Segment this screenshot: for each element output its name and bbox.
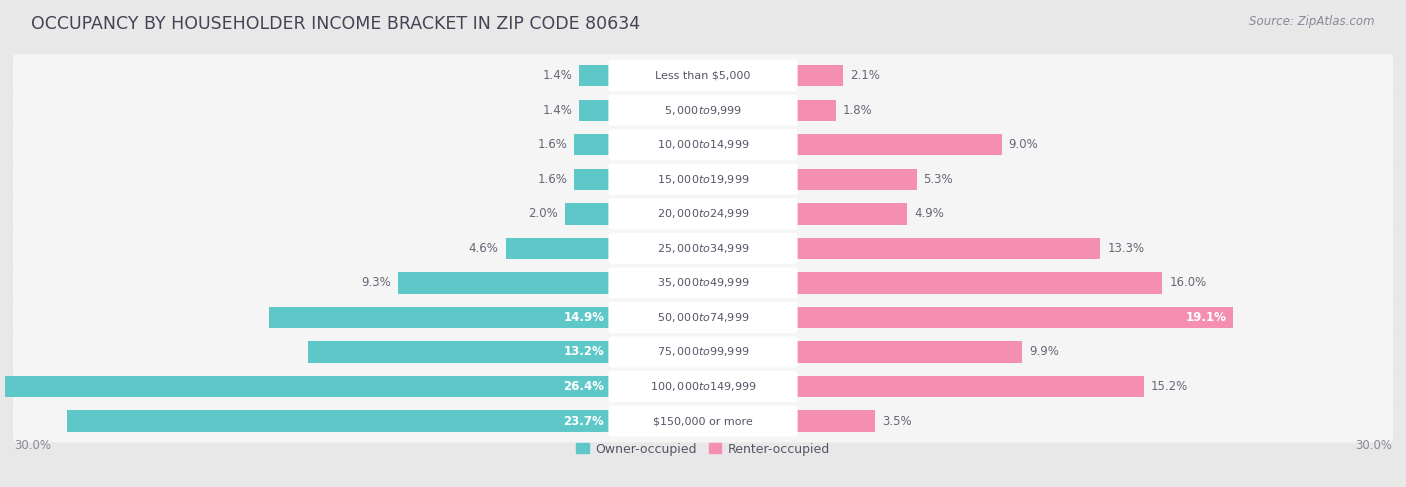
Text: 26.4%: 26.4% [564,380,605,393]
Bar [398,272,612,294]
FancyBboxPatch shape [13,262,1393,304]
FancyBboxPatch shape [609,233,797,264]
Text: $75,000 to $99,999: $75,000 to $99,999 [657,345,749,358]
Text: 19.1%: 19.1% [1185,311,1226,324]
Text: $150,000 or more: $150,000 or more [654,416,752,426]
Text: $5,000 to $9,999: $5,000 to $9,999 [664,104,742,117]
Text: 9.9%: 9.9% [1029,345,1059,358]
FancyBboxPatch shape [609,337,797,368]
FancyBboxPatch shape [13,400,1393,443]
Text: 16.0%: 16.0% [1170,277,1206,289]
Bar [506,238,612,259]
Text: 9.0%: 9.0% [1008,138,1038,151]
Text: 1.4%: 1.4% [543,69,572,82]
Text: 2.0%: 2.0% [529,207,558,220]
FancyBboxPatch shape [609,129,797,160]
FancyBboxPatch shape [13,192,1393,235]
FancyBboxPatch shape [13,365,1393,408]
Text: $25,000 to $34,999: $25,000 to $34,999 [657,242,749,255]
Text: 1.4%: 1.4% [543,104,572,117]
FancyBboxPatch shape [609,302,797,333]
FancyBboxPatch shape [609,406,797,436]
FancyBboxPatch shape [609,371,797,402]
Text: 30.0%: 30.0% [1355,439,1392,452]
Text: 1.6%: 1.6% [537,173,568,186]
FancyBboxPatch shape [13,227,1393,270]
Legend: Owner-occupied, Renter-occupied: Owner-occupied, Renter-occupied [571,437,835,461]
Bar [579,99,612,121]
Bar [794,272,1163,294]
Text: 2.1%: 2.1% [851,69,880,82]
Text: $35,000 to $49,999: $35,000 to $49,999 [657,277,749,289]
FancyBboxPatch shape [13,331,1393,374]
FancyBboxPatch shape [13,296,1393,339]
FancyBboxPatch shape [609,94,797,126]
Text: Less than $5,000: Less than $5,000 [655,71,751,81]
Text: 1.6%: 1.6% [537,138,568,151]
FancyBboxPatch shape [13,89,1393,131]
Text: 4.9%: 4.9% [914,207,945,220]
Text: 3.5%: 3.5% [882,414,911,428]
FancyBboxPatch shape [609,164,797,195]
Text: 30.0%: 30.0% [14,439,51,452]
Bar [794,411,875,432]
Bar [575,134,612,155]
Bar [308,341,612,363]
Bar [67,411,612,432]
Text: 13.2%: 13.2% [564,345,605,358]
Bar [579,65,612,86]
FancyBboxPatch shape [13,54,1393,97]
Text: $10,000 to $14,999: $10,000 to $14,999 [657,138,749,151]
FancyBboxPatch shape [609,267,797,299]
Bar [794,238,1101,259]
Text: 13.3%: 13.3% [1107,242,1144,255]
Bar [794,307,1233,328]
Text: 9.3%: 9.3% [361,277,391,289]
Text: 23.7%: 23.7% [564,414,605,428]
Bar [794,65,844,86]
FancyBboxPatch shape [609,60,797,91]
Bar [794,169,917,190]
Text: $50,000 to $74,999: $50,000 to $74,999 [657,311,749,324]
Bar [565,203,612,225]
Bar [575,169,612,190]
Text: $15,000 to $19,999: $15,000 to $19,999 [657,173,749,186]
Bar [794,134,1001,155]
Bar [794,203,907,225]
Text: 15.2%: 15.2% [1152,380,1188,393]
Bar [794,341,1022,363]
Text: 4.6%: 4.6% [468,242,499,255]
Text: OCCUPANCY BY HOUSEHOLDER INCOME BRACKET IN ZIP CODE 80634: OCCUPANCY BY HOUSEHOLDER INCOME BRACKET … [31,15,640,33]
Text: $20,000 to $24,999: $20,000 to $24,999 [657,207,749,220]
Bar [4,376,612,397]
FancyBboxPatch shape [13,158,1393,201]
Text: Source: ZipAtlas.com: Source: ZipAtlas.com [1250,15,1375,28]
FancyBboxPatch shape [13,123,1393,166]
Text: $100,000 to $149,999: $100,000 to $149,999 [650,380,756,393]
Text: 5.3%: 5.3% [924,173,953,186]
Text: 1.8%: 1.8% [844,104,873,117]
FancyBboxPatch shape [609,198,797,229]
Bar [269,307,612,328]
Bar [794,99,837,121]
Text: 14.9%: 14.9% [564,311,605,324]
Bar [794,376,1144,397]
